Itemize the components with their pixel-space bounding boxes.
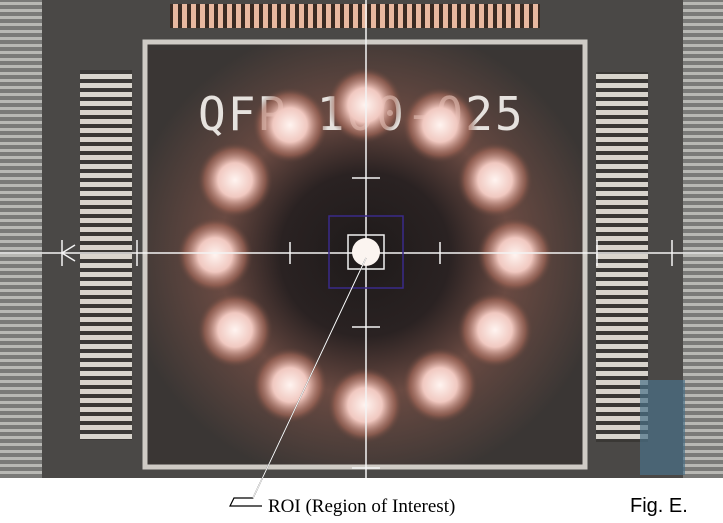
- roi-label: ROI (Region of Interest): [268, 496, 455, 517]
- roi-inner: [347, 234, 385, 270]
- leader-line-highlight: [252, 257, 367, 499]
- center-spot: [352, 238, 380, 266]
- roi-box: [328, 215, 404, 289]
- light-ring: [177, 67, 553, 443]
- photo: QFP 100-025: [0, 0, 723, 478]
- figure-label: Fig. E.: [630, 495, 688, 517]
